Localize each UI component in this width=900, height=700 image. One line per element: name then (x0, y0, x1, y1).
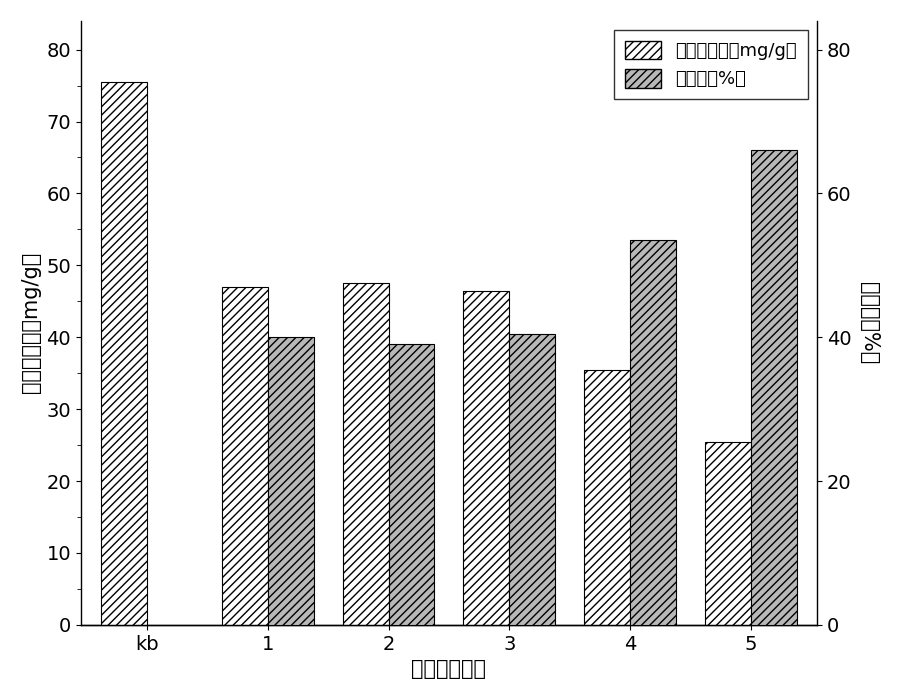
Y-axis label: 降解率（%）: 降解率（%） (860, 281, 879, 364)
Bar (268, 337, 314, 625)
Y-axis label: 石油烃浓度（mg/g）: 石油烃浓度（mg/g） (21, 252, 40, 393)
Bar (343, 284, 389, 625)
Bar (584, 370, 630, 625)
Bar (509, 334, 555, 625)
X-axis label: 不同投加方案: 不同投加方案 (411, 659, 487, 679)
Bar (705, 442, 751, 625)
Bar (389, 344, 435, 625)
Bar (751, 150, 797, 625)
Bar (222, 287, 268, 625)
Bar (102, 82, 148, 625)
Bar (464, 290, 509, 625)
Bar (630, 240, 676, 625)
Legend: 石油烃浓度（mg/g）, 降解率（%）: 石油烃浓度（mg/g）, 降解率（%） (614, 30, 808, 99)
